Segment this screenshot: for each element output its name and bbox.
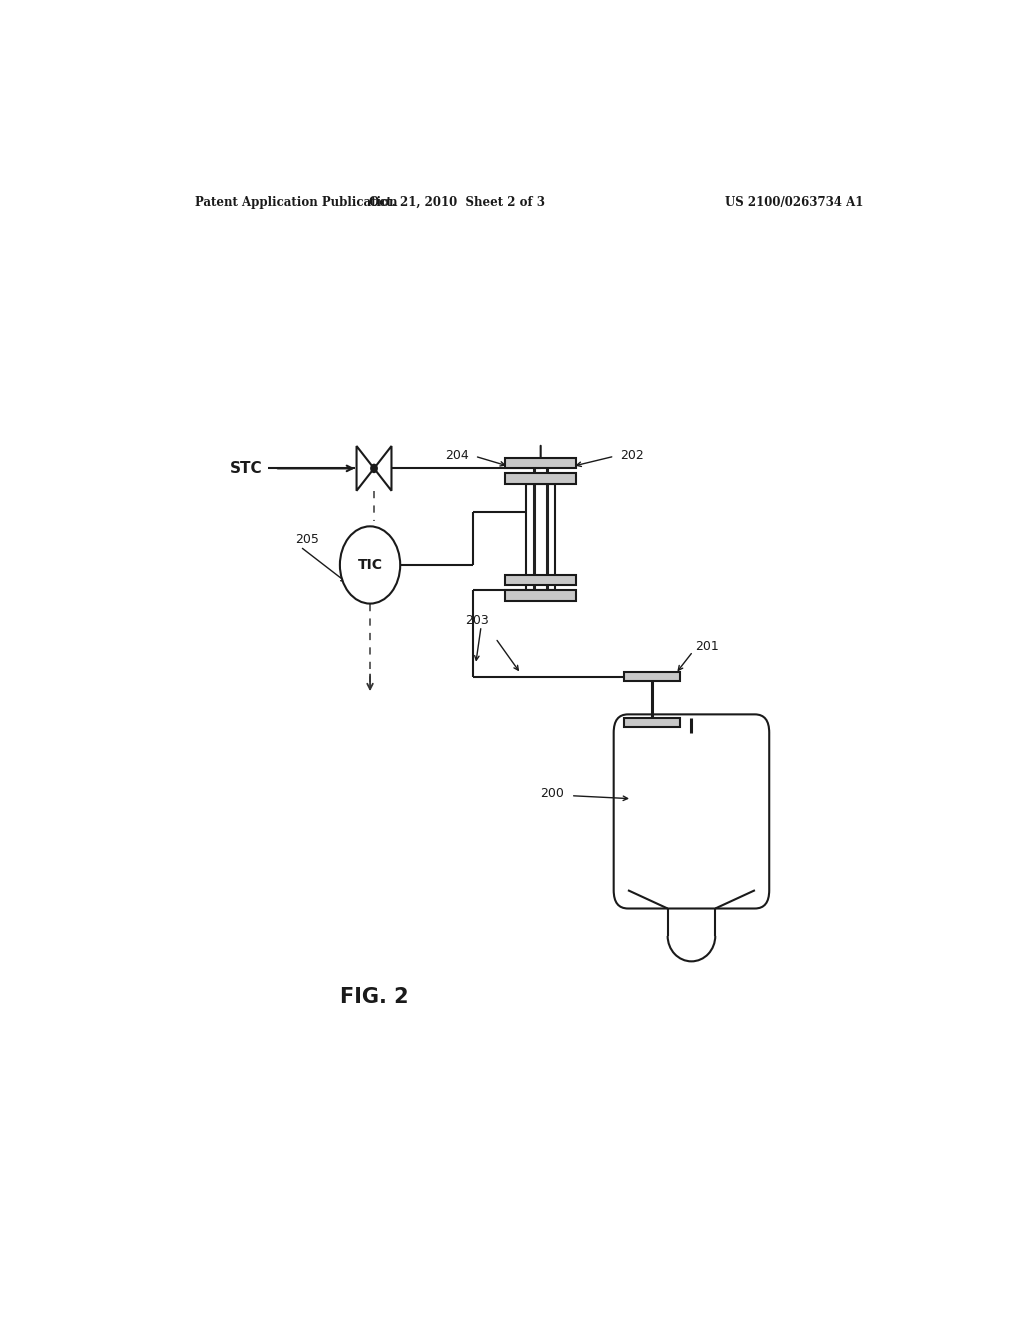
Text: 201: 201 (695, 640, 719, 653)
Text: TIC: TIC (357, 558, 383, 572)
Text: 202: 202 (621, 449, 644, 462)
Text: 204: 204 (445, 449, 469, 462)
Bar (624, 672, 680, 681)
Text: STC: STC (230, 461, 263, 477)
Bar (624, 718, 680, 727)
Text: FIG. 2: FIG. 2 (340, 987, 409, 1007)
Bar (505, 458, 577, 469)
Text: Patent Application Publication: Patent Application Publication (196, 195, 398, 209)
Text: Oct. 21, 2010  Sheet 2 of 3: Oct. 21, 2010 Sheet 2 of 3 (370, 195, 546, 209)
Bar (526, 483, 555, 590)
Text: US 2100/0263734 A1: US 2100/0263734 A1 (725, 195, 864, 209)
Text: 200: 200 (541, 787, 564, 800)
Circle shape (340, 527, 400, 603)
Circle shape (371, 465, 377, 473)
Bar (505, 474, 577, 483)
Text: 205: 205 (295, 533, 318, 546)
Text: 203: 203 (465, 614, 489, 627)
Bar (505, 590, 577, 601)
Bar (505, 576, 577, 585)
